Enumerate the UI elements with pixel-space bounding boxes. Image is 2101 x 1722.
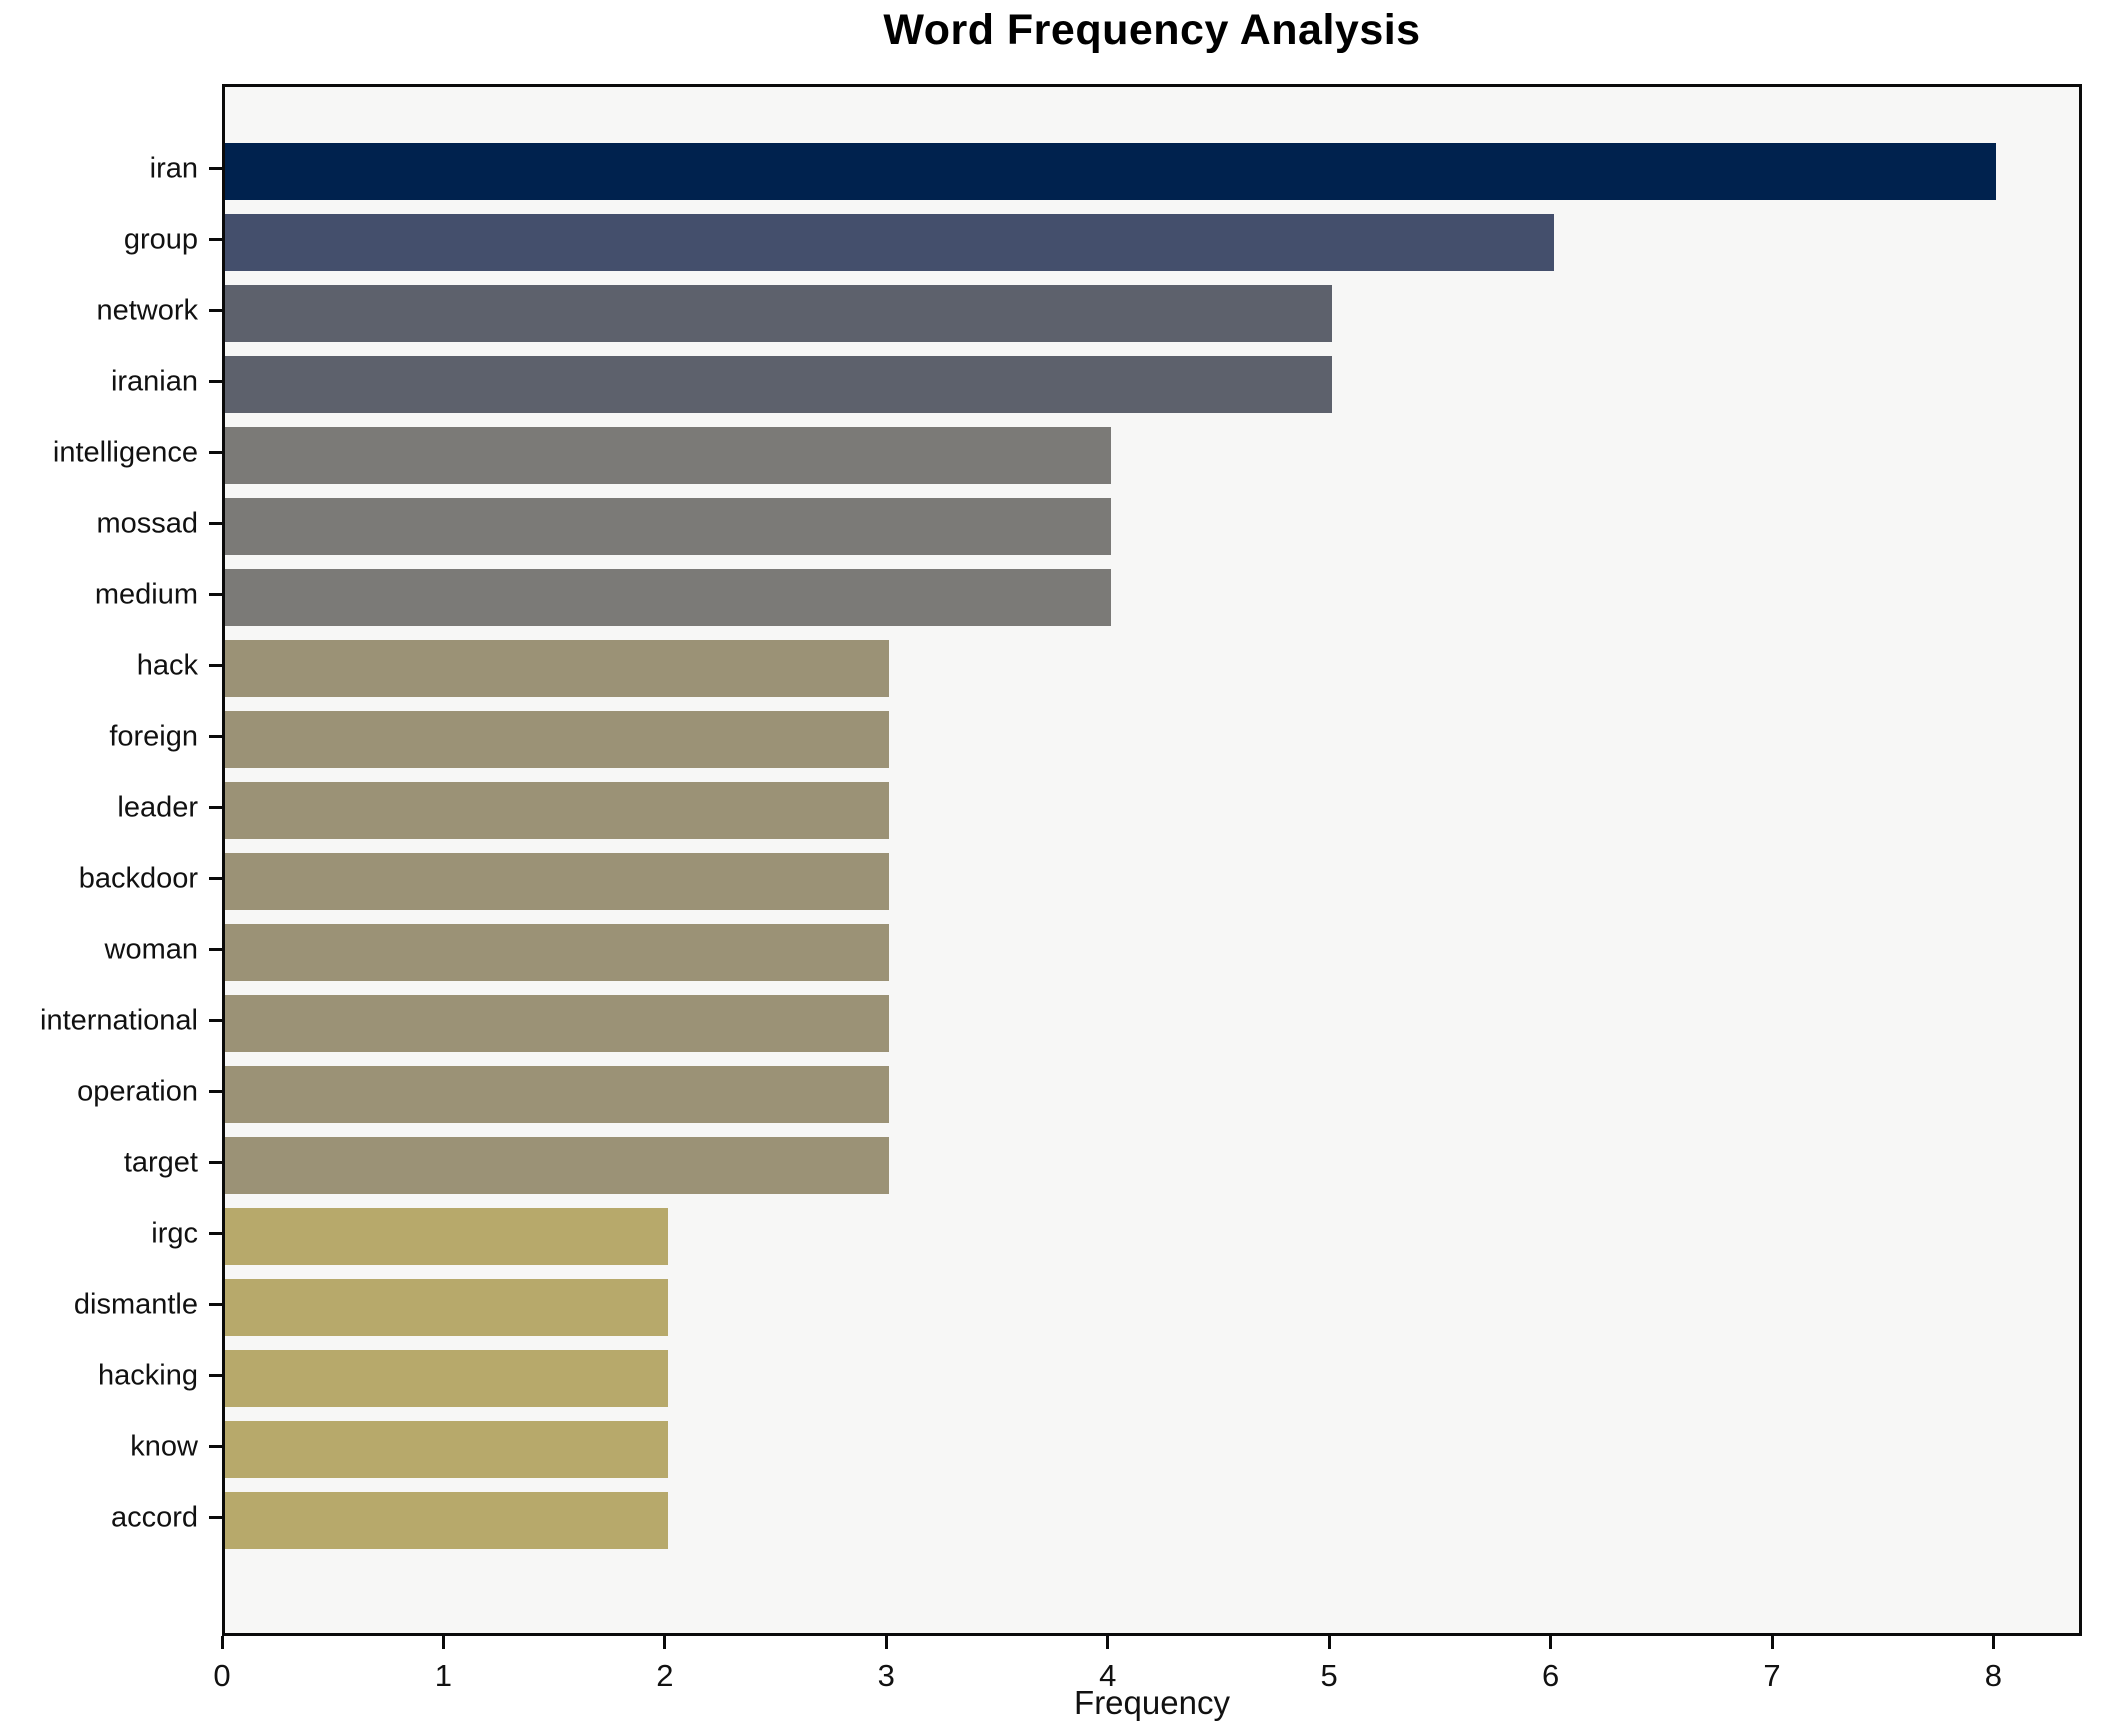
- x-tick-label-0: 0: [213, 1658, 231, 1693]
- y-tick-label-foreign: foreign: [109, 720, 198, 752]
- bar-network: [225, 285, 1332, 342]
- y-tick-label-operation: operation: [77, 1075, 198, 1107]
- bar-iranian: [225, 356, 1332, 413]
- y-tick-mark: [209, 593, 222, 596]
- x-axis-title: Frequency: [1074, 1684, 1230, 1721]
- x-tick-mark: [663, 1636, 667, 1649]
- y-tick-mark: [209, 1374, 222, 1377]
- bar-woman: [225, 924, 889, 981]
- y-tick-label-network: network: [96, 294, 198, 326]
- bar-operation: [225, 1066, 889, 1123]
- x-tick-label-2: 2: [656, 1658, 674, 1693]
- y-tick-label-hacking: hacking: [98, 1359, 198, 1391]
- x-tick-mark: [1991, 1636, 1995, 1649]
- y-tick-label-know: know: [130, 1430, 198, 1462]
- y-tick-mark: [209, 1303, 222, 1306]
- bar-hack: [225, 640, 889, 697]
- y-tick-label-irgc: irgc: [151, 1217, 198, 1249]
- y-tick-label-backdoor: backdoor: [78, 862, 198, 894]
- y-tick-mark: [209, 451, 222, 454]
- y-tick-mark: [209, 1090, 222, 1093]
- y-tick-mark: [209, 806, 222, 809]
- y-tick-label-medium: medium: [94, 578, 198, 610]
- y-tick-label-target: target: [123, 1146, 198, 1178]
- y-tick-label-dismantle: dismantle: [73, 1288, 198, 1320]
- y-tick-label-woman: woman: [104, 933, 199, 965]
- y-tick-mark: [209, 1232, 222, 1235]
- bar-foreign: [225, 711, 889, 768]
- y-tick-label-mossad: mossad: [96, 507, 198, 539]
- y-tick-label-iranian: iranian: [110, 365, 198, 397]
- y-tick-mark: [209, 735, 222, 738]
- x-tick-mark: [884, 1636, 888, 1649]
- bar-international: [225, 995, 889, 1052]
- x-tick-label-5: 5: [1320, 1658, 1338, 1693]
- bar-medium: [225, 569, 1111, 626]
- x-tick-label-4: 4: [1099, 1658, 1117, 1693]
- chart-title: Word Frequency Analysis: [883, 6, 1421, 54]
- y-tick-mark: [209, 309, 222, 312]
- y-tick-mark: [209, 167, 222, 170]
- y-tick-mark: [209, 1445, 222, 1448]
- x-tick-mark: [220, 1636, 224, 1649]
- y-tick-label-international: international: [40, 1004, 198, 1036]
- y-tick-mark: [209, 1516, 222, 1519]
- bar-backdoor: [225, 853, 889, 910]
- bar-irgc: [225, 1208, 668, 1265]
- bar-hacking: [225, 1350, 668, 1407]
- bar-group: [225, 214, 1554, 271]
- y-tick-label-group: group: [123, 223, 198, 255]
- y-tick-mark: [209, 380, 222, 383]
- x-tick-label-1: 1: [434, 1658, 453, 1693]
- x-tick-label-7: 7: [1763, 1658, 1781, 1693]
- bar-target: [225, 1137, 889, 1194]
- y-tick-mark: [209, 877, 222, 880]
- x-tick-label-6: 6: [1541, 1658, 1560, 1693]
- x-tick-mark: [1106, 1636, 1110, 1649]
- bar-accord: [225, 1492, 668, 1549]
- y-tick-mark: [209, 522, 222, 525]
- y-tick-label-intelligence: intelligence: [52, 436, 198, 468]
- y-tick-label-iran: iran: [149, 152, 198, 184]
- bar-mossad: [225, 498, 1111, 555]
- x-tick-mark: [1327, 1636, 1331, 1649]
- bar-intelligence: [225, 427, 1111, 484]
- plot-area: [222, 84, 2082, 1636]
- y-tick-mark: [209, 1019, 222, 1022]
- x-tick-mark: [441, 1636, 445, 1649]
- x-tick-label-8: 8: [1984, 1658, 2003, 1693]
- y-tick-mark: [209, 1161, 222, 1164]
- bar-iran: [225, 143, 1996, 200]
- x-tick-mark: [1549, 1636, 1553, 1649]
- y-tick-label-hack: hack: [136, 649, 198, 681]
- y-tick-mark: [209, 664, 222, 667]
- y-tick-mark: [209, 238, 222, 241]
- x-tick-mark: [1770, 1636, 1774, 1649]
- y-tick-mark: [209, 948, 222, 951]
- y-tick-label-leader: leader: [117, 791, 198, 823]
- bar-dismantle: [225, 1279, 668, 1336]
- bar-know: [225, 1421, 668, 1478]
- x-tick-label-3: 3: [877, 1658, 895, 1693]
- bar-leader: [225, 782, 889, 839]
- y-tick-label-accord: accord: [110, 1501, 198, 1533]
